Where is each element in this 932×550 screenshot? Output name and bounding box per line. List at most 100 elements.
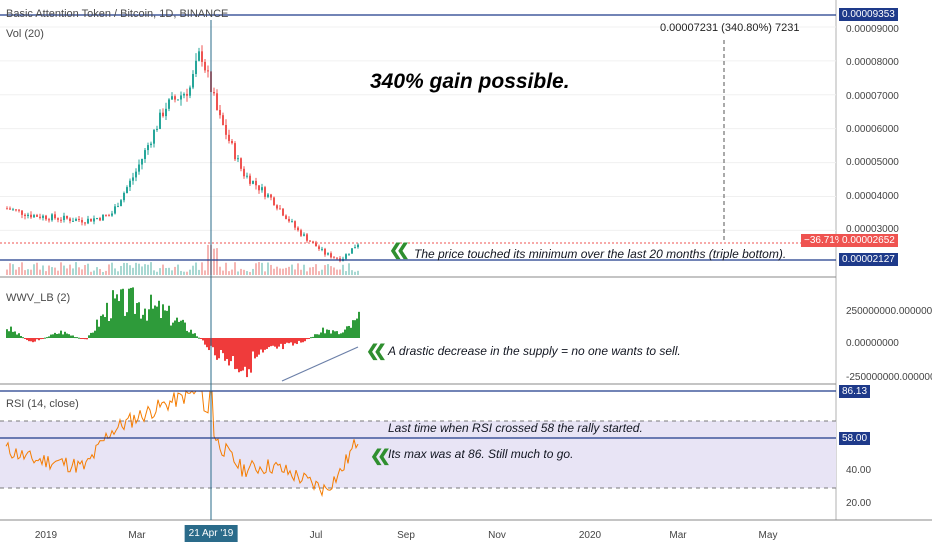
candle-body (186, 93, 188, 96)
current-price-label: 0.00002652 (839, 234, 898, 247)
wwv-bar (244, 338, 246, 367)
volume-bar (123, 262, 125, 275)
volume-bar (279, 268, 281, 275)
wwv-bar (92, 332, 94, 338)
wwv-bar (316, 334, 318, 338)
candle-body (159, 112, 161, 129)
candle-body (33, 215, 35, 218)
volume-bar (81, 269, 83, 275)
wwv-bar (212, 338, 214, 348)
candle-body (240, 158, 242, 169)
wwv-bar (198, 337, 200, 339)
volume-bar (315, 264, 317, 275)
candle-body (84, 222, 86, 224)
wwv-bar (86, 338, 88, 340)
candle-body (156, 128, 158, 130)
bottom-note[interactable]: The price touched its minimum over the l… (414, 247, 787, 261)
candle-body (93, 218, 95, 222)
wwv-bar (230, 338, 232, 362)
wwv-bar (278, 338, 280, 347)
candle-body (351, 248, 353, 254)
volume-bar (267, 262, 269, 275)
candle-body (141, 158, 143, 165)
candle-body (216, 93, 218, 110)
volume-bar (108, 264, 110, 275)
candle-body (30, 214, 32, 218)
wwv-bar (24, 338, 26, 339)
wwv-bar (154, 305, 156, 338)
volume-bar (213, 248, 215, 275)
wwv-bar (152, 308, 154, 338)
candle-body (81, 220, 83, 223)
wwv-bar (336, 331, 338, 338)
supply-trend-line[interactable] (281, 346, 359, 382)
wwv-bar (8, 331, 10, 338)
volume-bar (273, 268, 275, 275)
volume-bar (105, 270, 107, 275)
volume-bar (192, 265, 194, 275)
volume-bar (288, 266, 290, 275)
candle-body (204, 61, 206, 71)
wwv-bar (150, 294, 152, 338)
volume-bar (51, 267, 53, 275)
candle-body (267, 194, 269, 197)
candle-body (291, 221, 293, 223)
candle-body (249, 175, 251, 184)
volume-bar (39, 269, 41, 275)
headline-note[interactable]: 340% gain possible. (370, 70, 570, 93)
volume-bar (222, 270, 224, 275)
volume-bar (84, 265, 86, 275)
volume-bar (306, 271, 308, 275)
rsi-tick: 40.00 (846, 465, 872, 476)
candle-body (336, 257, 338, 259)
candle-body (174, 96, 176, 100)
candle-body (102, 214, 104, 221)
wwv-bar (108, 321, 110, 338)
wwv-bar (72, 335, 74, 338)
candle-body (198, 51, 200, 61)
volume-bar (21, 262, 23, 275)
wwv-bar (36, 338, 38, 340)
wwv-bar (54, 332, 56, 338)
wwv-bar (120, 289, 122, 338)
volume-bar (72, 268, 74, 275)
rsi-note-2[interactable]: Its max was at 86. Still much to go. (388, 447, 574, 461)
candle-body (96, 218, 98, 220)
wwv-bar (318, 334, 320, 338)
candle-body (45, 215, 47, 220)
candle-body (270, 194, 272, 198)
candle-body (111, 213, 113, 216)
candle-body (192, 73, 194, 88)
wwv-bar (204, 338, 206, 345)
wwv-bar (228, 338, 230, 366)
wwv-bar (178, 321, 180, 338)
wwv-bar (124, 315, 126, 338)
supply-note[interactable]: A drastic decrease in the supply = no on… (388, 344, 681, 358)
rsi-label: RSI (14, close) (6, 398, 79, 410)
wwv-bar (208, 338, 210, 351)
rsi-note-1[interactable]: Last time when RSI crossed 58 the rally … (388, 421, 643, 435)
candle-body (348, 253, 350, 255)
wwv-bar (306, 338, 308, 340)
time-tick: Jul (309, 530, 323, 541)
wwv-bar (190, 329, 192, 338)
volume-bar (174, 266, 176, 275)
wwv-bar (158, 300, 160, 338)
wwv-bar (358, 311, 360, 338)
volume-bar (6, 269, 8, 275)
candle-body (147, 145, 149, 151)
volume-bar (228, 271, 230, 275)
wwv-bar (338, 334, 340, 338)
wwv-label: WWV_LB (2) (6, 292, 71, 304)
volume-bar (168, 267, 170, 275)
volume-bar (18, 267, 20, 275)
top-price-label: 0.00009353 (839, 8, 898, 21)
volume-bar (54, 267, 56, 275)
volume-bar (42, 265, 44, 275)
candle-body (300, 230, 302, 236)
wwv-bar (174, 320, 176, 338)
symbol-title: Basic Attention Token / Bitcoin, 1D, BIN… (6, 8, 229, 20)
candle-body (135, 171, 137, 178)
volume-bar (159, 268, 161, 275)
